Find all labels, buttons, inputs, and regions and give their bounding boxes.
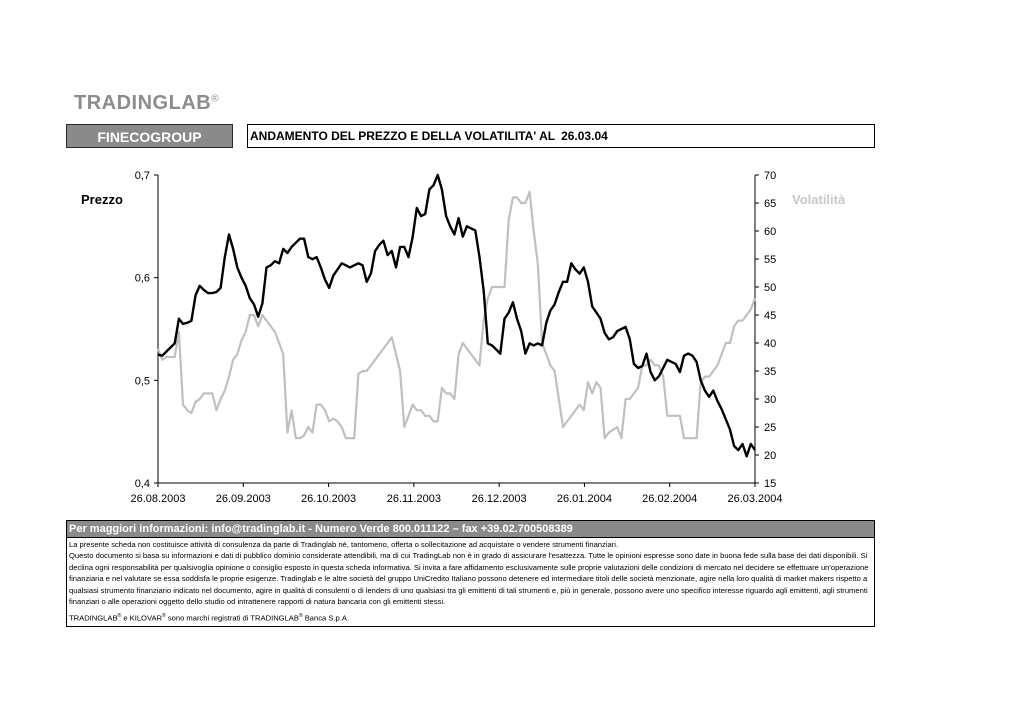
x-tick-label: 26.03.2004	[727, 493, 782, 505]
x-tick-label: 26.02.2004	[642, 493, 697, 505]
right-tick-label: 65	[764, 198, 776, 210]
tm-part-a: TRADINGLAB	[69, 613, 118, 623]
x-tick-label: 26.09.2003	[216, 493, 271, 505]
right-tick-label: 60	[764, 226, 776, 238]
left-tick-label: 0,6	[135, 273, 150, 285]
company-name: FINECOGROUP	[97, 129, 202, 145]
logo-text: TRADINGLAB	[74, 92, 212, 114]
right-tick-label: 25	[764, 422, 776, 434]
x-tick-label: 26.10.2003	[301, 493, 356, 505]
chart-date: 26.03.04	[561, 129, 608, 143]
right-tick-label: 15	[764, 478, 776, 490]
contact-info-header: Per maggiori informazioni: info@tradingl…	[67, 521, 874, 538]
right-tick-label: 55	[764, 254, 776, 266]
x-tick-label: 26.11.2003	[387, 493, 441, 505]
right-tick-label: 30	[764, 394, 776, 406]
company-name-box: FINECOGROUP	[66, 124, 233, 148]
reg-mark-3: ®	[298, 613, 303, 620]
reg-mark-2: ®	[162, 613, 166, 620]
x-tick-label: 26.08.2003	[130, 493, 185, 505]
reg-mark-1: ®	[117, 613, 122, 620]
right-tick-label: 20	[764, 450, 776, 462]
right-tick-label: 35	[764, 366, 776, 378]
right-tick-label: 40	[764, 338, 776, 350]
disclaimer-body: La presente scheda non costituisce attiv…	[67, 538, 874, 624]
x-tick-label: 26.01.2004	[557, 493, 612, 505]
price-volatility-chart: 0,4 0,5 0,6 0,7 15 20 25 30 35 40 45 50 55 60 65 70 26.0…	[130, 170, 782, 505]
tm-part-b: e KILOVAR	[121, 613, 163, 623]
chart-title-box: ANDAMENTO DEL PREZZO E DELLA VOLATILITA'…	[247, 124, 875, 148]
disclaimer-line-2: Questo documento si basa su informazioni…	[69, 551, 869, 607]
left-tick-label: 0,5	[135, 375, 150, 387]
left-axis-label: Prezzo	[81, 192, 123, 207]
chart-title: ANDAMENTO DEL PREZZO E DELLA VOLATILITA'…	[250, 129, 556, 143]
disclaimer-box: Per maggiori informazioni: info@tradingl…	[66, 520, 875, 627]
tm-part-c: sono marchi registrati di TRADINGLAB	[165, 613, 299, 623]
left-tick-label: 0,7	[135, 170, 150, 182]
trademark-notice: TRADINGLAB® e KILOVAR® sono marchi regis…	[69, 611, 872, 624]
tradinglab-logo: TRADINGLAB®	[74, 92, 219, 115]
right-tick-label: 45	[764, 310, 776, 322]
price-series-line	[157, 173, 756, 458]
right-tick-label: 50	[764, 282, 776, 294]
tm-part-d: Banca S.p.A.	[302, 613, 350, 623]
disclaimer-line-1: La presente scheda non costituisce attiv…	[69, 540, 619, 549]
logo-reg-mark: ®	[211, 93, 220, 105]
x-tick-label: 26.12.2003	[472, 493, 527, 505]
volatility-series-line	[156, 190, 757, 440]
right-axis-label: Volatilità	[792, 192, 846, 207]
left-tick-label: 0,4	[135, 478, 150, 490]
right-tick-label: 70	[764, 170, 776, 182]
